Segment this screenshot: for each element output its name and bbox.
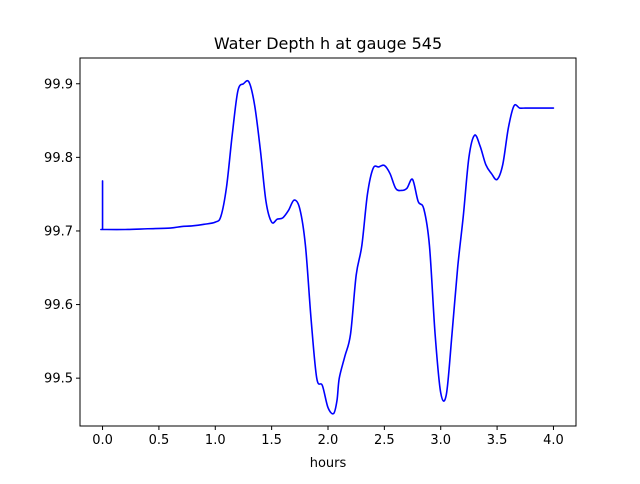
y-tick-label: 99.9 [44, 77, 73, 92]
y-tick-label: 99.5 [44, 372, 73, 387]
x-axis: 0.0 0.5 1.0 1.5 2.0 2.5 3.0 3.5 4.0 [92, 426, 564, 448]
y-tick-label: 99.6 [44, 298, 73, 313]
x-tick-label: 0.0 [92, 433, 113, 448]
plot-area-background [80, 58, 576, 426]
water-depth-series-line [100, 79, 555, 415]
x-tick-label: 2.0 [318, 433, 339, 448]
x-axis-label: hours [310, 456, 347, 471]
x-tick-label: 4.0 [543, 433, 564, 448]
y-axis: 99.5 99.6 99.7 99.8 99.9 [44, 77, 80, 387]
x-tick-label: 3.0 [430, 433, 451, 448]
x-tick-label: 1.5 [261, 433, 282, 448]
y-tick-label: 99.8 [44, 151, 73, 166]
y-tick-label: 99.7 [44, 224, 73, 239]
x-tick-label: 1.0 [205, 433, 226, 448]
x-tick-label: 3.5 [487, 433, 508, 448]
series-layer [100, 79, 555, 415]
x-tick-label: 2.5 [374, 433, 395, 448]
chart-title: Water Depth h at gauge 545 [214, 34, 442, 53]
x-tick-label: 0.5 [149, 433, 170, 448]
